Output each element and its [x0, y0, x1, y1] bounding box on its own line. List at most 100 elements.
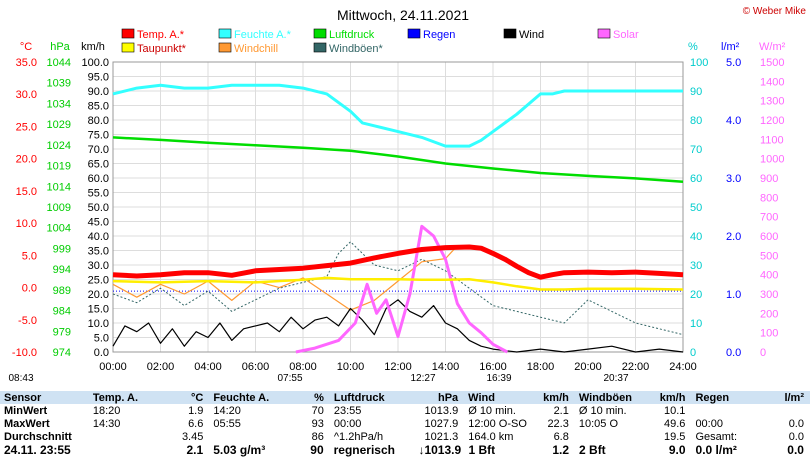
table-cell: Ø 10 min. [468, 404, 516, 417]
table-cell: Durchschnitt [4, 431, 72, 444]
x-tick-label: 00:00 [99, 361, 127, 373]
event-time-label: 20:37 [603, 373, 628, 384]
legend-swatch [313, 28, 327, 39]
legend-swatch [218, 28, 232, 39]
legend-label: Temp. A.* [137, 29, 185, 41]
legend-swatch [597, 28, 611, 39]
table-cell: 10.1 [664, 404, 686, 417]
table-cell: Sensor [4, 391, 42, 404]
y-tick-humidity: 60 [690, 173, 702, 185]
y-tick-pressure: 1004 [47, 223, 71, 235]
credit-label: © Weber Mike [743, 6, 807, 17]
table-cell: 14:30 [92, 417, 121, 430]
y-tick-humidity: 90 [690, 86, 702, 98]
x-tick-label: 10:00 [337, 361, 365, 373]
table-cell: 1027.9 [424, 417, 459, 430]
y-tick-wind: 100.0 [81, 57, 109, 69]
axis-unit-wind: km/h [81, 41, 105, 53]
y-tick-solar: 300 [760, 289, 778, 301]
table-cell: 10:05 O [578, 417, 618, 430]
y-tick-humidity: 50 [690, 202, 702, 214]
y-tick-wind: 70.0 [88, 144, 109, 156]
y-tick-pressure: 1044 [47, 57, 71, 69]
y-tick-wind: 35.0 [88, 246, 109, 258]
y-tick-wind: 10.0 [88, 318, 109, 330]
legend-swatch [407, 28, 421, 39]
y-tick-wind: 95.0 [88, 72, 109, 84]
table-cell: km/h [659, 391, 686, 404]
table-cell: Wind [468, 391, 495, 404]
table-cell: 1.2 [552, 443, 570, 458]
y-tick-solar: 900 [760, 173, 778, 185]
table-cell: km/h [543, 391, 569, 404]
x-tick-label: 06:00 [242, 361, 270, 373]
y-tick-humidity: 0 [690, 347, 696, 359]
y-tick-solar: 1400 [760, 76, 784, 88]
y-tick-temp: 15.0 [16, 186, 37, 198]
table-cell: 49.6 [664, 417, 686, 430]
legend-swatch [121, 42, 135, 53]
stats-table: Sensor Temp. A. °C Feuchte A.% Luftdruck hPa W… [0, 391, 810, 471]
legend-label: Luftdruck [329, 29, 375, 41]
x-tick-label: 08:00 [289, 361, 317, 373]
event-time-label: 07:55 [277, 373, 302, 384]
table-cell: 00:00 [695, 417, 723, 430]
y-tick-pressure: 1034 [47, 98, 71, 110]
y-tick-pressure: 1014 [47, 181, 71, 193]
y-tick-temp: 5.0 [22, 250, 37, 262]
x-tick-label: 16:00 [479, 361, 507, 373]
table-cell: regnerisch [333, 443, 395, 458]
plot-frame [112, 61, 684, 353]
y-tick-pressure: 994 [53, 264, 71, 276]
table-cell: °C [190, 391, 204, 404]
table-cell: 90 [310, 443, 324, 458]
y-tick-solar: 1000 [760, 154, 784, 166]
series-line-feuchtea [112, 83, 683, 148]
y-tick-pressure: 1009 [47, 202, 71, 214]
table-cell: 6.8 [553, 431, 569, 444]
series-line-tempa [112, 244, 684, 280]
table-row: MaxWert 14:30 6.6 05:55 93 00:00 1027.9 12:00 O… [0, 417, 810, 430]
y-tick-pressure: 974 [53, 347, 71, 359]
table-cell: 93 [311, 417, 324, 430]
x-tick-label: 02:00 [147, 361, 175, 373]
y-tick-rain: 3.0 [726, 173, 741, 185]
series-line-windben [112, 241, 684, 336]
y-tick-wind: 80.0 [88, 115, 109, 127]
y-tick-solar: 1500 [760, 57, 784, 69]
legend-swatch [121, 28, 135, 39]
table-cell: 70 [311, 404, 324, 417]
legend-swatch [503, 28, 517, 39]
y-tick-solar: 1100 [760, 134, 784, 146]
y-tick-wind: 85.0 [88, 101, 109, 113]
y-tick-solar: 600 [760, 231, 778, 243]
table-cell: 1021.3 [424, 431, 459, 444]
table-cell: 14:20 [213, 404, 241, 417]
y-tick-wind: 15.0 [88, 304, 109, 316]
legend-label: Windböen* [329, 43, 384, 55]
legend-label: Solar [613, 29, 639, 41]
y-tick-solar: 100 [760, 328, 778, 340]
event-time-label: 08:43 [8, 373, 33, 384]
y-tick-pressure: 999 [53, 243, 71, 255]
y-tick-temp: 35.0 [16, 57, 37, 69]
y-tick-pressure: 1024 [47, 140, 71, 152]
y-tick-rain: 1.0 [726, 289, 741, 301]
table-cell: l/m² [784, 391, 804, 404]
y-tick-wind: 90.0 [88, 86, 109, 98]
legend-label: Windchill [234, 43, 278, 55]
chart-title: Mittwoch, 24.11.2021 [337, 7, 469, 23]
series-line-wind [112, 299, 684, 353]
table-cell: 0.0 [787, 443, 804, 458]
y-tick-wind: 65.0 [88, 159, 109, 171]
series-line-luftdruck [112, 136, 684, 183]
series-line-solar [295, 224, 509, 354]
table-cell: 22.3 [547, 417, 569, 430]
y-tick-humidity: 20 [690, 289, 702, 301]
table-cell: ↓1013.9 [418, 443, 462, 458]
y-tick-humidity: 70 [690, 144, 702, 156]
y-tick-humidity: 40 [690, 231, 702, 243]
event-time-label: 12:27 [410, 373, 435, 384]
axis-unit-humidity: % [688, 41, 698, 53]
table-cell: Gesamt: [695, 431, 738, 444]
